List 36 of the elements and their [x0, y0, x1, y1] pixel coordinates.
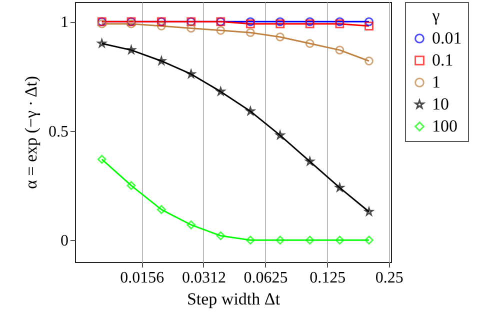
point	[126, 181, 136, 190]
point	[156, 22, 166, 30]
point	[364, 17, 374, 26]
x-tick-label: 0.0156	[120, 270, 164, 286]
point	[246, 28, 255, 38]
y-tick-label: 1	[60, 14, 68, 32]
point	[335, 236, 344, 245]
point	[335, 46, 344, 55]
point	[216, 231, 226, 240]
point	[156, 205, 166, 214]
point	[364, 56, 374, 66]
y-tick-label: 0.5	[48, 123, 68, 140]
point	[364, 22, 374, 30]
legend-label: 100	[432, 116, 458, 136]
x-tick-label: 0.0312	[182, 270, 226, 286]
x-tick-label: 0.125	[310, 270, 346, 286]
point	[186, 220, 196, 230]
point	[305, 236, 314, 245]
point	[364, 236, 374, 245]
point	[216, 26, 226, 35]
point	[186, 24, 196, 33]
x-axis-title: Step width Δt	[186, 290, 280, 308]
x-tick-label: 0.25	[375, 270, 404, 286]
legend-label: 0.1	[432, 50, 454, 70]
point	[276, 32, 285, 42]
point	[305, 39, 314, 48]
x-tick-label: 0.0625	[244, 270, 288, 286]
y-tick-label: 0	[60, 232, 68, 250]
legend-label: 0.01	[432, 28, 462, 48]
y-axis-title: α = exp (−γ · Δt)	[22, 76, 40, 190]
point	[246, 236, 255, 245]
legend-label: 1	[432, 72, 440, 92]
legend-label: 10	[432, 94, 449, 114]
point	[97, 154, 106, 164]
point	[276, 236, 285, 245]
legend-title: γ	[431, 6, 440, 25]
